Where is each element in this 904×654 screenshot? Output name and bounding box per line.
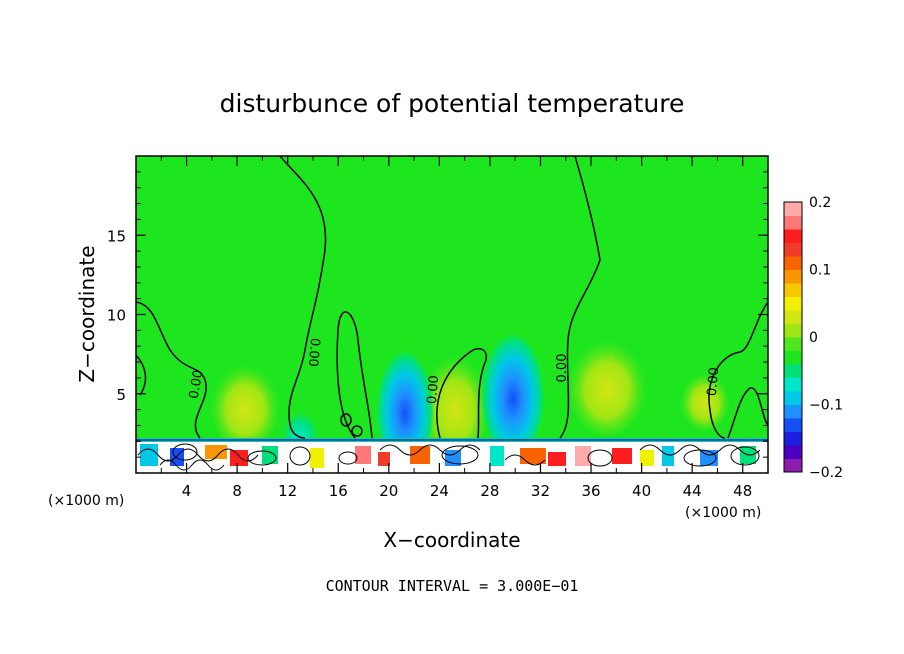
colorbar-frame (783, 201, 803, 473)
x-tick-label: 16 (329, 482, 348, 500)
y-tick-label: 5 (116, 386, 126, 404)
colorbar-segment (784, 229, 802, 243)
contour-labels: 0.00 0.00 0.00 0.00 0.00 (187, 337, 723, 405)
positive-anomaly (680, 370, 730, 430)
colorbar-segment (784, 283, 802, 297)
colorbar-label: 0.1 (809, 263, 831, 279)
colorbar-label: 0.2 (809, 195, 831, 211)
x-tick-label: 20 (379, 482, 398, 500)
y-axis-label: Z−coordinate (75, 245, 99, 382)
y-axis: 5 10 15 (107, 171, 768, 458)
contour-interval-note: CONTOUR INTERVAL = 3.000E−01 (326, 577, 579, 595)
colorbar-segment (784, 364, 802, 378)
x-unit-label: (×1000 m) (48, 493, 124, 509)
colorbar-segment (784, 256, 802, 270)
x-tick-label: 32 (531, 482, 550, 500)
colorbar: 0.2 0.1 0 −0.1 −0.2 (783, 195, 843, 481)
y-tick-label: 10 (107, 307, 126, 325)
colorbar-segment (784, 418, 802, 432)
colorbar-segment (784, 310, 802, 324)
x-tick-label: 4 (182, 482, 192, 500)
colorbar-label: 0 (809, 330, 818, 346)
chart-title: disturbunce of potential temperature (220, 89, 685, 118)
plot-area: 0.00 0.00 0.00 0.00 0.00 (136, 156, 768, 473)
colorbar-segment (784, 431, 802, 446)
x-tick-label: 24 (430, 482, 449, 500)
contour-label: 0.00 (425, 375, 442, 405)
x-tick-label: 28 (480, 482, 499, 500)
colorbar-segment (784, 269, 802, 284)
contour-label: 0.00 (305, 337, 322, 367)
x-tick-label: 40 (632, 482, 651, 500)
colorbar-segment (784, 404, 802, 419)
colorbar-label: −0.1 (809, 398, 843, 414)
boundary-layer-contours (136, 439, 768, 471)
contour-label: 0.00 (555, 354, 570, 383)
positive-anomaly (567, 335, 647, 435)
positive-anomaly (420, 350, 490, 460)
x-axis-label: X−coordinate (383, 528, 520, 552)
zero-contours (136, 156, 768, 439)
colorbar-segment (784, 323, 802, 338)
x-unit-label-right: (×1000 m) (685, 505, 761, 521)
colorbar-segment (784, 377, 802, 392)
negative-anomaly (375, 335, 435, 465)
colorbar-segment (784, 391, 802, 405)
x-axis: 4 8 12 16 20 24 28 32 36 40 44 48 (160, 156, 752, 500)
x-tick-label: 8 (232, 482, 242, 500)
contour-label: 0.00 (187, 369, 207, 400)
colorbar-segment (784, 458, 802, 473)
x-tick-label: 48 (733, 482, 752, 500)
colorbar-segment (784, 296, 802, 311)
colorbar-label: −0.2 (809, 465, 843, 481)
colorbar-segment (784, 215, 802, 230)
x-tick-label: 36 (581, 482, 600, 500)
x-tick-label: 12 (278, 482, 297, 500)
colorbar-segment (784, 350, 802, 365)
y-tick-label: 15 (107, 227, 126, 245)
colorbar-segment (784, 202, 802, 216)
colorbar-segment (784, 445, 802, 459)
colorbar-segment (784, 337, 802, 351)
colorbar-segment (784, 242, 802, 257)
contour-label: 0.00 (705, 367, 722, 397)
positive-anomaly (210, 360, 280, 450)
x-tick-label: 44 (683, 482, 702, 500)
negative-anomaly (480, 317, 546, 453)
